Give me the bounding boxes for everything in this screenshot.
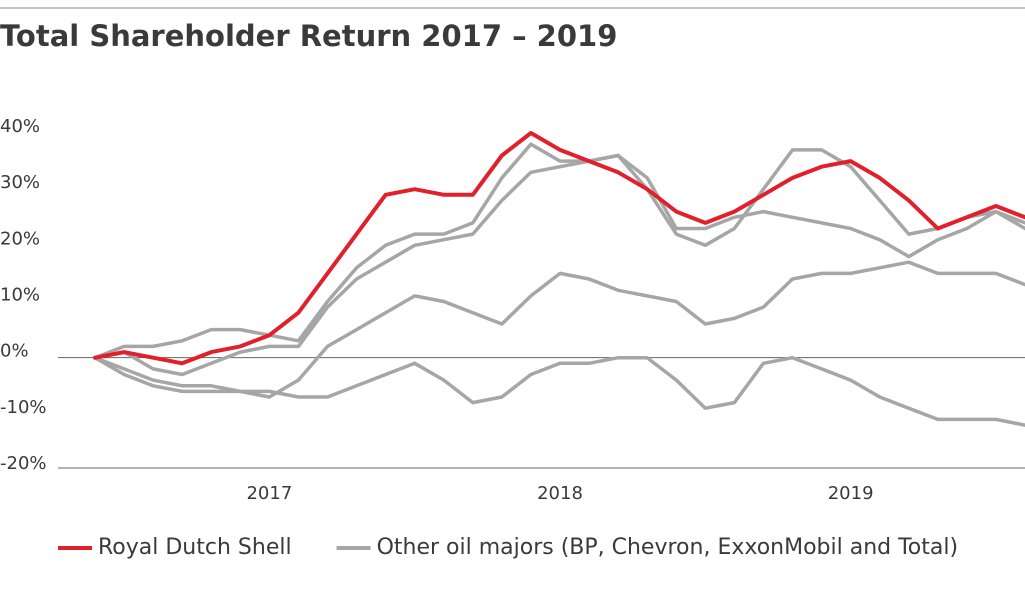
y-tick-label: 30%: [0, 172, 40, 193]
y-tick-label: 10%: [0, 285, 40, 306]
line: [93, 142, 1025, 360]
legend-label: Other oil majors (BP, Chevron, ExxonMobi…: [377, 535, 959, 560]
y-tick-label: -20%: [0, 453, 47, 474]
line: [93, 131, 1025, 366]
line: [93, 260, 1025, 399]
legend-label: Royal Dutch Shell: [98, 535, 292, 560]
line: [93, 355, 1025, 427]
y-tick-label: 20%: [0, 228, 40, 249]
x-tick-label: 2017: [246, 483, 292, 504]
x-tick-label: 2018: [537, 483, 583, 504]
x-tick-label: 2019: [828, 483, 874, 504]
y-tick-label: -10%: [0, 397, 47, 418]
chart-title: Total Shareholder Return 2017 – 2019: [0, 19, 617, 53]
line: [93, 153, 1025, 377]
y-tick-label: 0%: [0, 341, 29, 362]
y-tick-label: 40%: [0, 116, 40, 137]
